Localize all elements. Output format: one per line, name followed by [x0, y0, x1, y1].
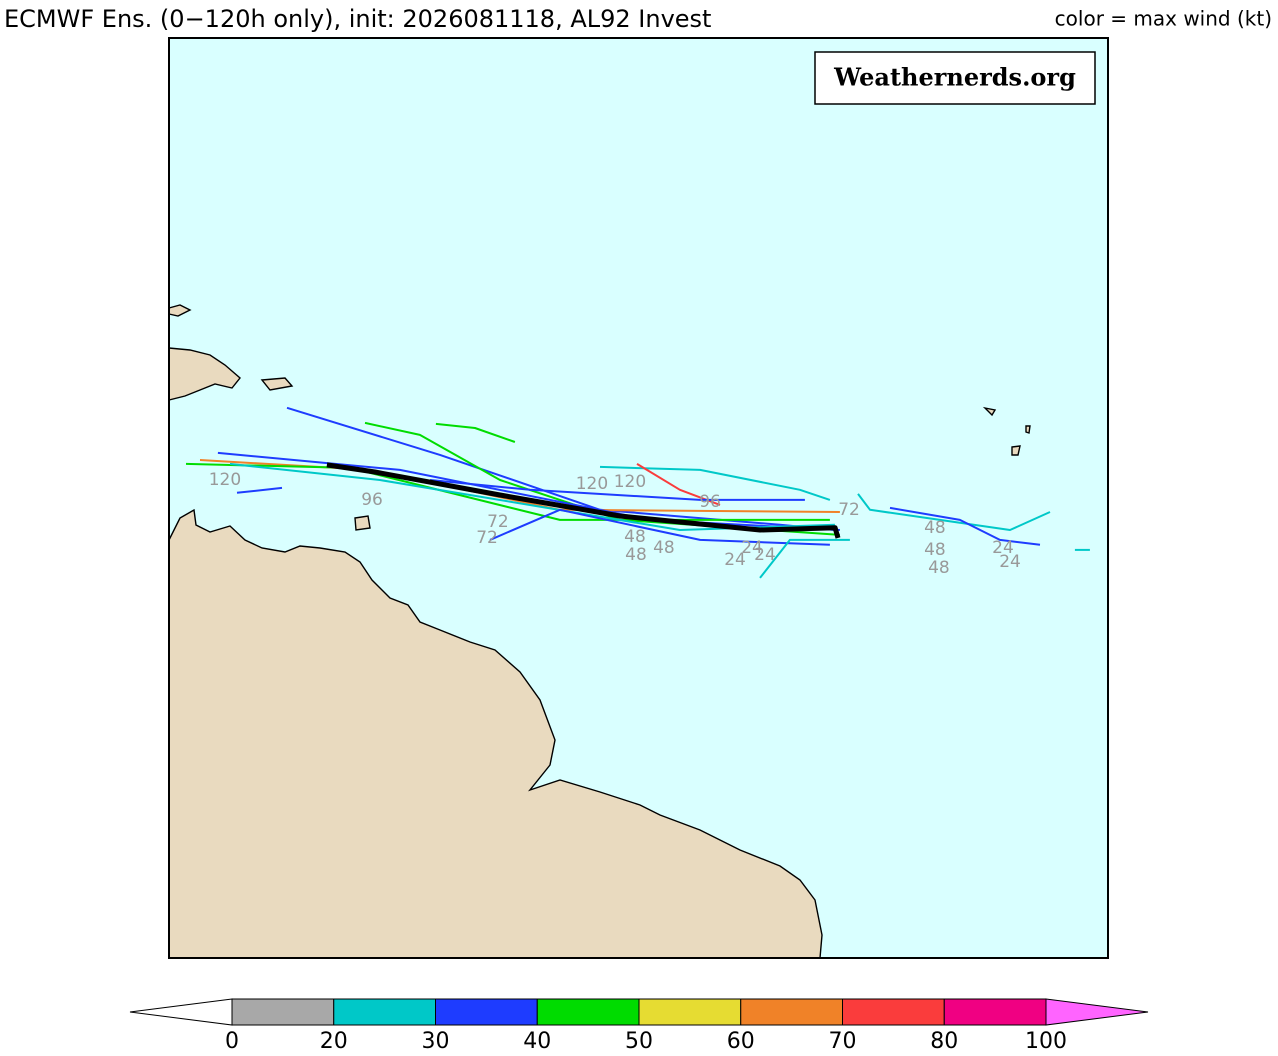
colorbar-segment	[740, 998, 843, 1026]
colorbar-segment	[231, 998, 335, 1026]
ensemble-track	[857, 493, 1051, 531]
ensemble-track	[489, 508, 830, 546]
hour-label: 120	[576, 474, 608, 494]
ensemble-track	[759, 538, 850, 579]
map-frame	[168, 37, 1109, 959]
ensemble-track	[236, 486, 283, 494]
colorbar-segment	[943, 998, 1047, 1026]
hour-label: 120	[209, 470, 241, 490]
colorbar-label: 100	[1025, 1029, 1067, 1054]
mean-track	[326, 462, 841, 539]
colorbar-segment	[333, 998, 436, 1026]
colorbar-label: 20	[320, 1029, 348, 1054]
hour-label: 120	[614, 472, 646, 492]
colorbar-segment	[638, 998, 742, 1026]
hour-label: 48	[924, 518, 946, 538]
colorbar-label: 40	[523, 1029, 551, 1054]
colorbar-label: 50	[625, 1029, 653, 1054]
colorbar-label: 0	[225, 1029, 239, 1054]
hour-label: 24	[741, 538, 763, 558]
land	[168, 304, 1031, 959]
hour-label: 96	[699, 492, 721, 512]
legend-note: color = max wind (kt)	[1055, 7, 1272, 31]
hour-label: 48	[625, 545, 647, 565]
hispaniola	[168, 347, 241, 401]
hour-label: 48	[928, 558, 950, 578]
colorbar-label: 80	[930, 1029, 958, 1054]
colorbar-segment	[435, 998, 538, 1026]
ensemble-track	[889, 506, 1041, 546]
hour-label: 24	[999, 552, 1021, 572]
hour-label: 72	[838, 500, 860, 520]
hour-label: 48	[653, 538, 675, 558]
hour-label: 24	[724, 550, 746, 570]
colorbar-segment	[536, 998, 640, 1026]
colorbar-over	[1045, 998, 1149, 1026]
watermark: Weathernerds.org	[833, 63, 1076, 92]
colorbar-segment	[842, 998, 945, 1026]
ensemble-track	[217, 451, 840, 531]
ensemble-track	[185, 462, 830, 521]
ensemble-track	[430, 479, 805, 501]
hour-label: 72	[487, 512, 509, 532]
ensemble-track	[599, 465, 831, 501]
colorbar-label: 30	[422, 1029, 450, 1054]
cape-verde	[982, 406, 1031, 456]
south-america	[168, 508, 823, 959]
colorbar-under	[129, 998, 233, 1026]
hour-label: 48	[924, 540, 946, 560]
ensemble-track	[435, 422, 516, 443]
colorbar-label: 60	[727, 1029, 755, 1054]
hour-label: 48	[624, 527, 646, 547]
trinidad	[354, 515, 371, 531]
watermark-box	[814, 51, 1096, 105]
hour-label: 96	[361, 490, 383, 510]
hour-label: 72	[476, 528, 498, 548]
hour-label: 24	[992, 538, 1014, 558]
colorbar-label: 70	[829, 1029, 857, 1054]
title: ECMWF Ens. (0−120h only), init: 20260811…	[4, 5, 711, 33]
hour-label: 24	[754, 545, 776, 565]
puerto-rico	[260, 377, 294, 391]
